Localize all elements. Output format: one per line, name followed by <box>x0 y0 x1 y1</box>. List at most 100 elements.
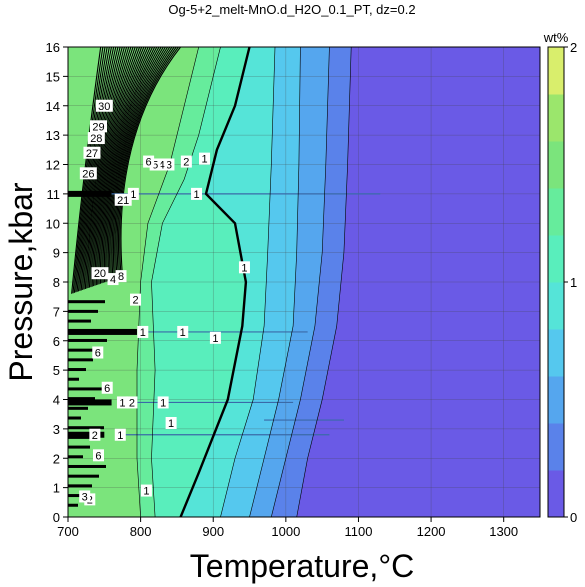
dense-band <box>68 387 102 391</box>
contour-label: 2 <box>130 293 142 307</box>
contour-label: 29 <box>89 120 107 133</box>
svg-text:3: 3 <box>166 160 172 172</box>
dense-band <box>68 368 86 372</box>
contour-label: 1 <box>191 187 203 201</box>
colorbar-swatch <box>548 423 564 471</box>
svg-text:2: 2 <box>129 397 135 409</box>
y-axis-label: Pressure,kbar <box>3 182 39 382</box>
svg-text:1: 1 <box>168 418 174 430</box>
y-tick-label: 0 <box>53 510 60 525</box>
contour-label: 27 <box>83 146 101 160</box>
svg-text:29: 29 <box>92 121 104 133</box>
contour-label: 1 <box>238 261 250 274</box>
dense-contour <box>106 47 158 282</box>
contour-label: 21 <box>114 193 132 207</box>
x-tick-label: 900 <box>202 524 224 539</box>
dense-contour <box>93 47 136 287</box>
svg-text:1: 1 <box>143 486 149 498</box>
contour-label: 1 <box>127 187 139 201</box>
contour-label: 2 <box>89 428 101 442</box>
contour-lines <box>111 47 381 517</box>
y-tick-label: 7 <box>53 304 60 319</box>
contour-label: 2 <box>180 155 192 169</box>
contour-label: 1 <box>140 484 152 498</box>
dense-contour <box>98 47 145 285</box>
svg-text:30: 30 <box>98 101 110 113</box>
dense-band <box>68 494 85 498</box>
dense-band <box>68 319 91 323</box>
dense-contour <box>120 47 181 277</box>
contour-label: 5 <box>149 158 161 172</box>
contour-label: 6 <box>92 449 104 462</box>
dense-band <box>68 445 90 449</box>
svg-text:21: 21 <box>117 195 129 207</box>
contour-label: 4 <box>156 158 168 172</box>
y-tick-label: 13 <box>46 128 60 143</box>
contour-label: 8 <box>115 270 127 283</box>
dense-band <box>68 431 105 438</box>
dense-contour <box>109 47 162 281</box>
colorbar-tick-label: 2 <box>570 40 577 55</box>
y-tick-label: 11 <box>47 187 61 202</box>
x-tick-label: 700 <box>57 524 79 539</box>
svg-text:27: 27 <box>86 148 98 160</box>
contour-label: 20 <box>91 267 109 280</box>
contour-1.2 <box>151 47 221 517</box>
dense-band <box>68 464 106 468</box>
dense-contour <box>88 47 130 288</box>
svg-text:4: 4 <box>110 274 116 286</box>
dense-band <box>68 406 88 410</box>
dense-contour <box>117 47 177 278</box>
y-tick-label: 14 <box>46 99 60 114</box>
dense-band <box>68 348 100 352</box>
colorbar-swatch <box>548 376 564 424</box>
dense-contour <box>110 47 164 280</box>
dense-band <box>68 358 93 362</box>
contour-label: 1 <box>116 396 128 409</box>
colorbar-swatch <box>548 94 564 142</box>
y-tick-label: 3 <box>53 422 60 437</box>
dense-contour <box>102 47 151 283</box>
svg-text:1: 1 <box>241 262 247 274</box>
colorbar-swatch <box>548 188 564 236</box>
svg-text:28: 28 <box>90 133 102 145</box>
x-tick-label: 1000 <box>271 524 300 539</box>
contour-0.8 <box>220 47 276 517</box>
contour-label: 1 <box>177 325 189 339</box>
svg-text:1: 1 <box>193 189 199 201</box>
colorbar-tick-label: 1 <box>570 275 577 290</box>
dense-contour <box>99 47 147 284</box>
svg-text:20: 20 <box>94 268 106 280</box>
contour-label: 6 <box>143 155 155 169</box>
y-tick-label: 2 <box>53 451 60 466</box>
contour-label: 4 <box>107 273 119 286</box>
dense-band <box>68 377 79 381</box>
colorbar-swatch <box>548 235 564 283</box>
dense-contour <box>86 47 125 289</box>
svg-text:6: 6 <box>146 157 152 169</box>
dense-contour <box>97 47 143 285</box>
contour-0.2 <box>296 47 352 517</box>
contour-label: 2 <box>126 396 138 409</box>
contour-label: 30 <box>95 99 113 113</box>
dense-contour <box>111 47 166 280</box>
y-tick-label: 15 <box>46 69 60 84</box>
plot-area: 1111111111112222234566662021262728293048… <box>68 47 540 517</box>
svg-text:2: 2 <box>132 295 138 307</box>
contour-0.6 <box>249 47 301 517</box>
dense-contour <box>91 47 134 287</box>
x-axis-ticks: 700 800 900 1000 1100 1200 1300 <box>57 517 518 539</box>
dense-contour <box>84 47 123 290</box>
y-tick-label: 16 <box>46 40 60 55</box>
svg-text:1: 1 <box>119 397 125 409</box>
contour-0.4 <box>271 47 330 517</box>
dense-contour <box>101 47 149 284</box>
dense-contour <box>112 47 169 280</box>
colorbar-swatch <box>548 470 564 518</box>
contour-label: 1 <box>137 325 149 339</box>
colorbar-swatch <box>548 47 564 95</box>
svg-text:26: 26 <box>82 168 94 180</box>
y-tick-label: 10 <box>46 216 60 231</box>
svg-text:6: 6 <box>104 383 110 395</box>
